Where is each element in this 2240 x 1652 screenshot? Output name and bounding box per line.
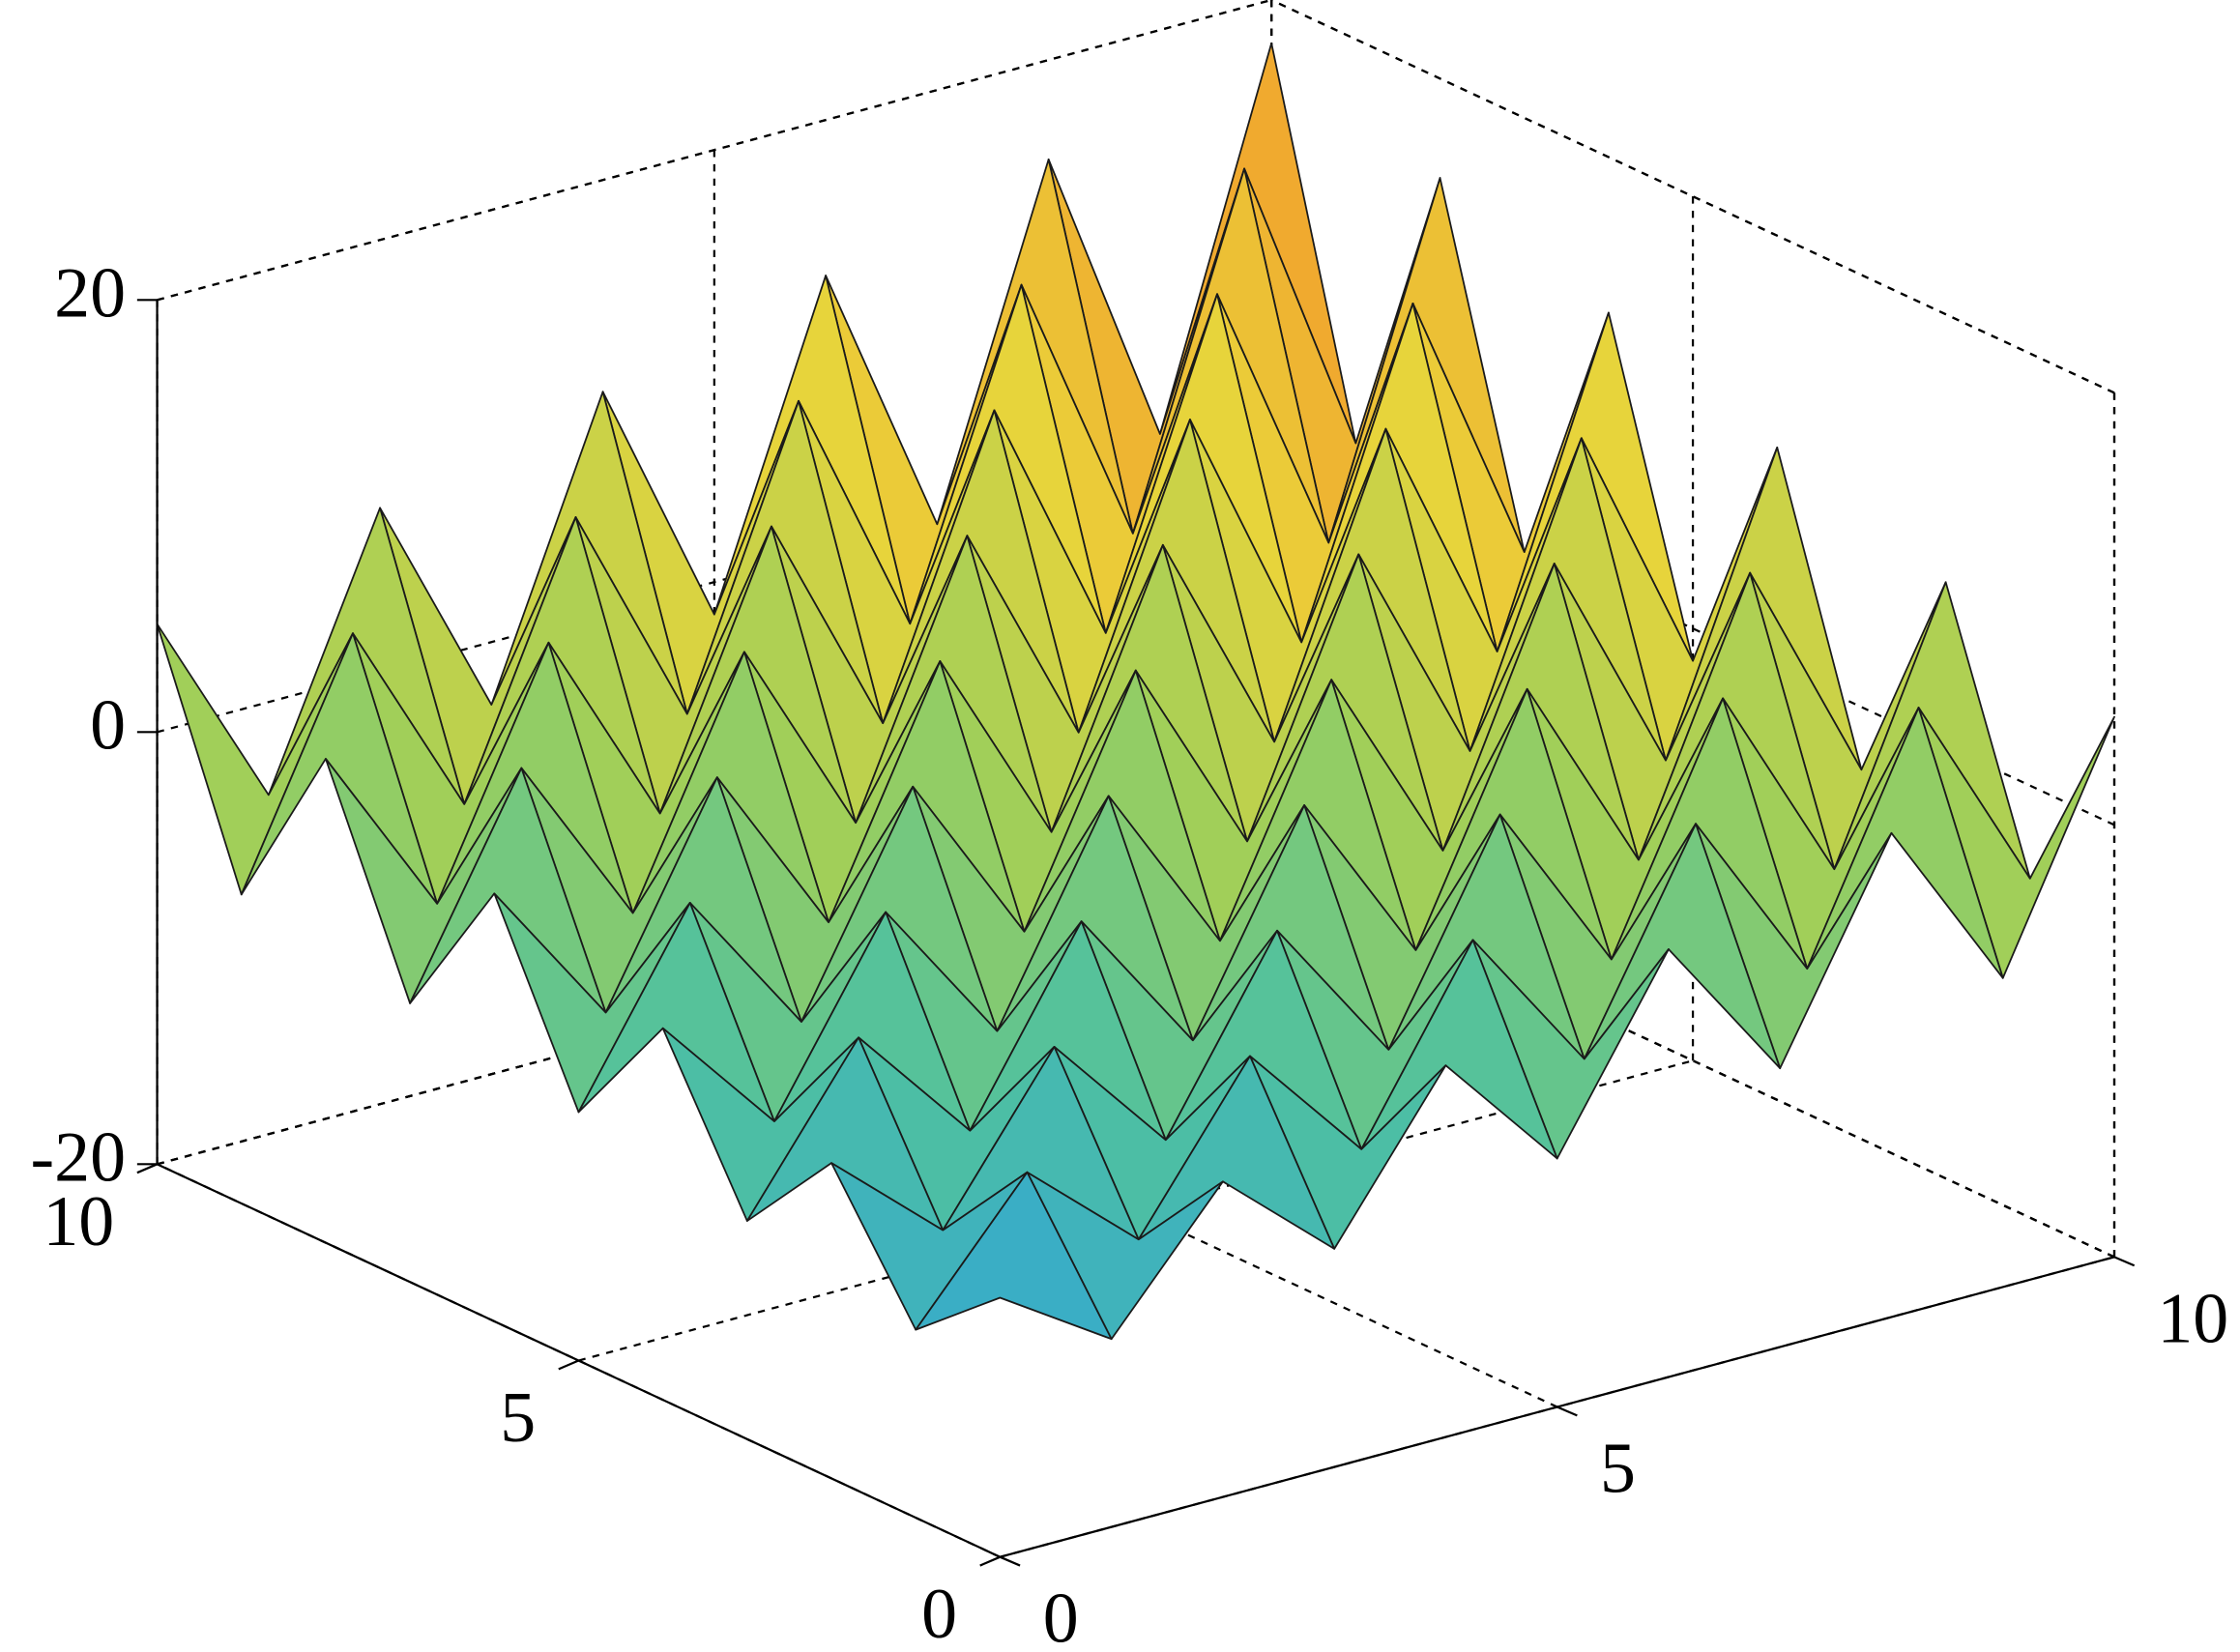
- tick-mark: [979, 1555, 1001, 1567]
- plot-area: -20 0 20 0 5 10 0 5 10: [31, 0, 2228, 1652]
- y-tick-label: 10: [43, 1181, 114, 1261]
- y-tick-label: 5: [500, 1377, 536, 1457]
- x-tick-label: 10: [2157, 1278, 2228, 1357]
- grid-line: [157, 0, 1272, 302]
- tick-mark: [136, 1163, 158, 1174]
- tick-mark: [558, 1359, 579, 1371]
- surface-patch: [915, 1171, 1113, 1341]
- z-tick-label: -20: [31, 1116, 126, 1196]
- z-tick-label: 0: [90, 684, 126, 764]
- z-tick-label: 20: [54, 252, 126, 332]
- tick-mark: [1556, 1406, 1578, 1417]
- y-tick-label: 0: [921, 1574, 957, 1652]
- grid-line: [1270, 0, 2115, 394]
- tick-mark: [999, 1555, 1021, 1567]
- tick-mark: [2113, 1256, 2136, 1267]
- x-tick-label: 5: [1600, 1428, 1636, 1507]
- x-tick-label: 0: [1043, 1579, 1079, 1652]
